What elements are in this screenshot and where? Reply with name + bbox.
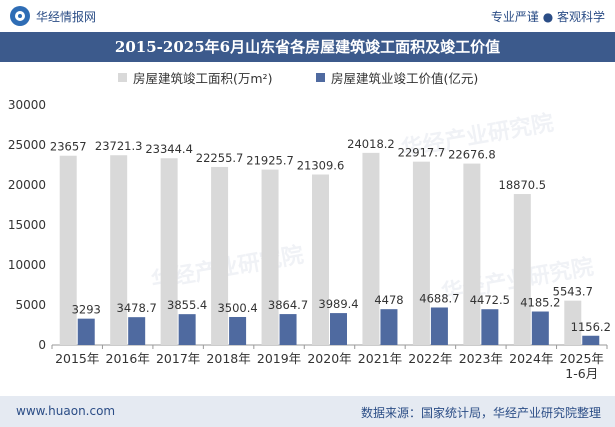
data-label-area: 18870.5 — [499, 178, 547, 192]
legend-item-value: 房屋建筑业竣工价值(亿元) — [316, 68, 478, 87]
x-tick-label: 2023年 — [459, 351, 503, 366]
bar-area — [160, 158, 178, 345]
data-label-area: 23721.3 — [95, 139, 143, 153]
data-label-value: 4688.7 — [419, 291, 459, 305]
data-label-value: 3864.7 — [268, 298, 308, 312]
bar-value — [77, 318, 95, 345]
y-tick-label: 30000 — [8, 98, 46, 112]
data-label-area: 23657 — [50, 140, 87, 154]
x-tick-label: 2017年 — [156, 351, 200, 366]
bar-area — [312, 174, 329, 345]
legend-label-value: 房屋建筑业竣工价值(亿元) — [331, 71, 479, 86]
bar-chart: 0 5000 10000 15000 20000 25000 30000 23657 3293 2… — [8, 98, 611, 381]
bar-value — [582, 335, 600, 345]
data-label-value: 4478 — [374, 293, 403, 307]
x-tick-label: 2021年 — [358, 351, 402, 366]
top-bar: 华经情报网 专业严谨 ● 客观科学 — [0, 0, 615, 32]
bar-area — [412, 161, 430, 345]
brand-logo-icon — [10, 6, 30, 26]
x-tick-label: 2019年 — [257, 351, 301, 366]
title-bar: 2015-2025年6月山东省各房屋建筑竣工面积及竣工价值 — [0, 32, 615, 62]
x-tick-label: 1-6月 — [565, 366, 598, 381]
y-tick-label: 25000 — [8, 138, 46, 152]
bar-value — [279, 314, 297, 345]
bar-area — [261, 169, 279, 345]
data-label-value: 3478.7 — [117, 301, 157, 315]
legend-item-area: 房屋建筑竣工面积(万m²) — [118, 68, 272, 87]
y-tick-label: 10000 — [8, 258, 46, 272]
header-tags: 专业严谨 ● 客观科学 — [490, 10, 605, 24]
data-label-area: 22917.7 — [398, 146, 446, 160]
bar-value — [380, 309, 398, 345]
bar-value — [531, 311, 549, 345]
data-label-area: 5543.7 — [553, 285, 593, 299]
x-tick-label: 2025年 — [560, 351, 604, 366]
chart-legend: 房屋建筑竣工面积(万m²) 房屋建筑业竣工价值(亿元) — [0, 66, 615, 86]
legend-swatch-value — [316, 73, 325, 82]
y-tick-label: 15000 — [8, 218, 46, 232]
x-tick-label: 2024年 — [509, 351, 553, 366]
y-tick-label: 5000 — [15, 298, 46, 312]
footer-source: 数据来源：国家统计局，华经产业研究院整理 — [360, 406, 601, 420]
bar-area — [513, 194, 531, 345]
data-label-value: 3855.4 — [167, 298, 207, 312]
y-tick-label: 20000 — [8, 178, 46, 192]
x-tick-label: 2020年 — [307, 351, 351, 366]
footer: www.huaon.com 数据来源：国家统计局，华经产业研究院整理 — [0, 396, 615, 427]
brand-name: 华经情报网 — [36, 9, 97, 24]
data-label-area: 23344.4 — [145, 142, 193, 156]
data-label-value: 1156.2 — [571, 320, 611, 334]
bar-value — [481, 309, 499, 345]
data-label-area: 21925.7 — [246, 154, 294, 168]
data-label-value: 4185.2 — [520, 296, 560, 310]
data-label-area: 22255.7 — [196, 151, 244, 165]
bar-value — [330, 313, 347, 345]
legend-swatch-area — [118, 73, 127, 82]
brand[interactable]: 华经情报网 — [10, 6, 96, 26]
data-label-area: 22676.8 — [448, 148, 496, 162]
data-label-value: 4472.5 — [470, 293, 510, 307]
bar-area — [564, 300, 582, 345]
bar-area — [362, 152, 380, 345]
legend-label-area: 房屋建筑竣工面积(万m²) — [133, 71, 273, 86]
y-tick-label: 0 — [38, 338, 46, 352]
bar-area — [463, 163, 481, 345]
x-tick-label: 2022年 — [408, 351, 452, 366]
bar-value — [128, 317, 146, 345]
bar-area — [110, 155, 128, 345]
bar-area — [59, 155, 77, 345]
data-label-area: 24018.2 — [347, 137, 395, 151]
x-tick-label: 2018年 — [206, 351, 250, 366]
chart-title: 2015-2025年6月山东省各房屋建筑竣工面积及竣工价值 — [114, 38, 501, 56]
data-label-value: 3989.4 — [318, 297, 358, 311]
data-label-value: 3500.4 — [217, 301, 257, 315]
bar-value — [178, 314, 196, 345]
x-tick-label: 2016年 — [106, 351, 150, 366]
bar-value — [229, 316, 247, 345]
data-label-area: 21309.6 — [297, 159, 345, 173]
x-tick-label: 2015年 — [55, 351, 99, 366]
footer-url[interactable]: www.huaon.com — [16, 404, 116, 418]
bar-value — [430, 307, 448, 345]
data-label-value: 3293 — [72, 303, 101, 317]
bar-area — [211, 166, 229, 345]
